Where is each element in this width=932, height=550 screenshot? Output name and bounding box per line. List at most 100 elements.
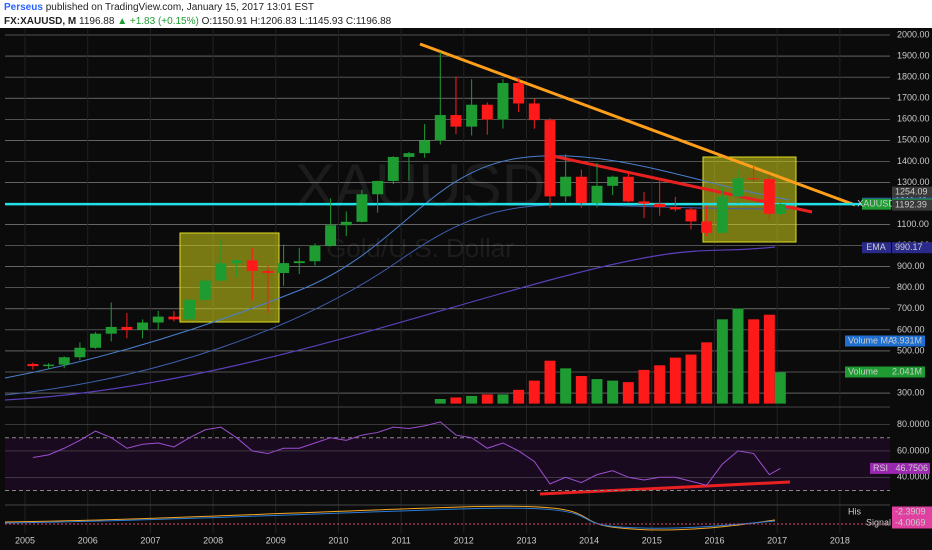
volume-tag-label: 3.931M	[892, 335, 922, 345]
volume-bar	[513, 389, 525, 404]
candle-body	[152, 316, 164, 323]
candle-body	[168, 316, 180, 320]
candle-body	[340, 221, 352, 226]
y-tick-label: 1300.00	[897, 177, 930, 187]
change: ▲ +1.83 (+0.15%)	[117, 16, 199, 27]
price-tag-name-label: EMA	[866, 242, 886, 252]
candle-body	[419, 140, 431, 154]
y-tick-label: 2000.00	[897, 29, 930, 39]
candle-body	[184, 299, 196, 320]
candle-body	[403, 153, 415, 157]
y-tick-label: 1800.00	[897, 72, 930, 82]
rsi-tag-label: 46.7506	[895, 463, 928, 473]
x-tick-label: 2012	[454, 535, 474, 545]
candle-body	[701, 221, 713, 233]
header-bar	[0, 0, 932, 28]
volume-bar	[497, 394, 509, 404]
volume-bar	[591, 379, 603, 404]
candle-body	[513, 83, 525, 104]
volume-tag	[845, 366, 925, 378]
candle-body	[58, 357, 70, 365]
candle-body	[654, 203, 666, 208]
watermark: XAUUSD	[295, 152, 545, 219]
candle-body	[137, 322, 149, 330]
x-tick-label: 2015	[642, 535, 662, 545]
price-tag	[892, 199, 932, 211]
rsi-band	[5, 437, 890, 491]
volume-bar	[481, 394, 493, 404]
x-tick-label: 2011	[391, 535, 410, 545]
candle-body	[450, 115, 462, 127]
y-tick-label: 600.00	[897, 324, 925, 334]
x-tick-label: 2013	[516, 535, 536, 545]
x-tick-label: 2010	[328, 535, 348, 545]
volume-bar	[466, 395, 478, 404]
volume-bar	[560, 368, 572, 404]
header-line-2: FX:XAUUSD, M 1196.88 ▲ +1.83 (+0.15%) O:…	[4, 16, 392, 27]
candle-body	[591, 185, 603, 204]
candle-body	[121, 326, 133, 330]
last: 1196.88	[79, 16, 115, 27]
candle-body	[575, 176, 587, 204]
x-tick-label: 2017	[767, 535, 787, 545]
macd-tag	[892, 517, 932, 529]
y-tick-label: 300.00	[897, 387, 925, 397]
volume-tag-name: Volume MA	[848, 335, 894, 345]
candle-body	[278, 263, 290, 274]
close: C:1196.88	[346, 16, 392, 27]
rsi-tag	[870, 462, 930, 474]
price-tag	[892, 186, 932, 198]
candle-body	[685, 209, 697, 222]
volume-bar	[732, 308, 744, 404]
candle-body	[774, 204, 786, 214]
author: Perseus	[4, 2, 43, 13]
candle-body	[528, 103, 540, 121]
candle-body	[43, 364, 55, 367]
volume-bar	[528, 380, 540, 404]
volume-bar	[716, 319, 728, 404]
volume-bar	[685, 354, 697, 404]
y-tick-label: 1600.00	[897, 114, 930, 124]
price-tag-name	[862, 198, 891, 210]
candle-body	[293, 261, 305, 264]
candle-body	[466, 104, 478, 127]
x-tick-label: 2014	[579, 535, 599, 545]
y-tick-label: 1500.00	[897, 135, 930, 145]
candle-body	[763, 179, 775, 214]
x-tick-label: 2009	[266, 535, 286, 545]
volume-tag-name: Volume	[848, 366, 878, 376]
candle-body	[372, 180, 384, 195]
macd-tag-label: -2.3909	[895, 506, 926, 516]
volume-bar	[774, 372, 786, 404]
volume-bar	[654, 365, 666, 404]
candle-body	[90, 333, 102, 348]
volume-bar	[622, 382, 634, 404]
candle-body	[669, 207, 681, 210]
candle-body	[199, 280, 211, 300]
candle-body	[215, 263, 227, 281]
candle-body	[607, 176, 619, 186]
candle-body	[231, 260, 243, 264]
candle-body	[387, 156, 399, 181]
y-tick-label: 1700.00	[897, 93, 930, 103]
price-tag	[892, 242, 932, 254]
volume-bar	[544, 360, 556, 404]
rsi-tag-name: RSI	[873, 463, 888, 473]
price-tag-label: 1254.09	[895, 186, 928, 196]
candle-body	[544, 120, 556, 197]
macd-line	[4, 505, 776, 531]
candle-body	[74, 347, 86, 358]
candle-body	[246, 260, 258, 271]
candle-body	[622, 176, 634, 202]
x-tick-label: 2018	[830, 535, 850, 545]
volume-bar	[450, 397, 462, 404]
y-tick-label: 1900.00	[897, 50, 930, 60]
rsi-line	[32, 421, 781, 486]
price-tag-label: 990.17	[895, 242, 923, 252]
candle-body	[638, 201, 650, 204]
candle-body	[732, 178, 744, 197]
volume-bar	[669, 357, 681, 404]
macd-tag	[892, 506, 932, 518]
rsi-tick-label: 80.0000	[897, 419, 930, 429]
